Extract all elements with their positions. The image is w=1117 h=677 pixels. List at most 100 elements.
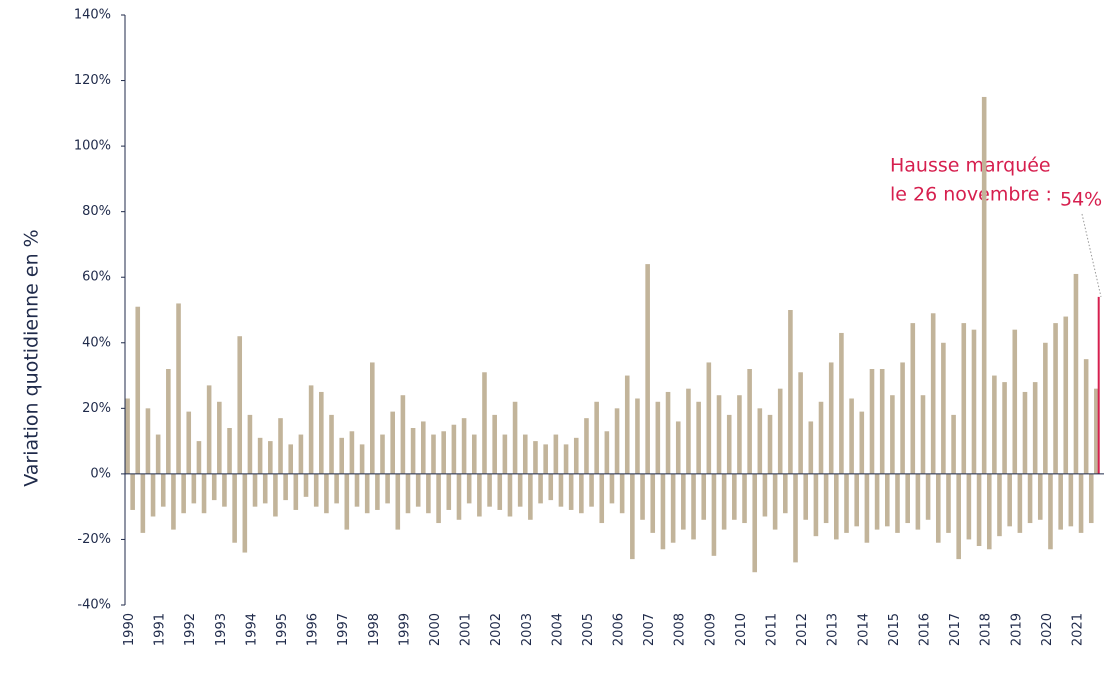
bar: [558, 473, 564, 507]
bar: [1027, 473, 1033, 524]
bar: [553, 434, 559, 474]
bar: [752, 473, 758, 573]
bar: [997, 473, 1002, 537]
bar: [737, 395, 742, 474]
bar: [400, 395, 406, 474]
bar: [900, 362, 905, 474]
bar: [716, 395, 722, 474]
bar: [217, 401, 222, 474]
x-tick-label: 1999: [397, 613, 412, 646]
bar: [1078, 473, 1084, 533]
bar: [257, 437, 263, 474]
bar: [854, 473, 859, 527]
x-tick-label: 2014: [856, 613, 871, 646]
bar: [655, 401, 661, 474]
bar: [278, 418, 283, 474]
y-tick-label: 140%: [74, 8, 111, 23]
bar: [1037, 473, 1043, 520]
bar: [1083, 359, 1089, 474]
bar: [349, 431, 355, 474]
bar: [191, 473, 197, 504]
bar: [502, 434, 508, 474]
bar: [390, 411, 395, 474]
bar: [1073, 273, 1079, 474]
bar: [701, 473, 707, 520]
bar: [884, 473, 890, 527]
bar: [869, 369, 875, 474]
bar: [650, 473, 656, 533]
bar: [563, 444, 569, 474]
bar: [788, 310, 793, 474]
bar: [359, 444, 365, 474]
bar: [262, 473, 268, 504]
bar: [1088, 473, 1094, 524]
bar: [946, 473, 951, 533]
bar: [890, 395, 895, 474]
y-tick-label: 80%: [82, 204, 111, 219]
bar: [548, 473, 554, 501]
bar: [313, 473, 319, 507]
bar: [579, 473, 584, 514]
bar: [772, 473, 778, 530]
bar: [834, 473, 839, 540]
bar: [385, 473, 390, 504]
bar: [925, 473, 931, 520]
x-tick-label: 1993: [214, 613, 229, 646]
bar: [339, 437, 345, 474]
bar: [879, 369, 885, 474]
x-tick-label: 2005: [581, 613, 596, 646]
x-tick-label: 2019: [1009, 613, 1024, 646]
bar: [380, 434, 385, 474]
bar: [859, 411, 865, 474]
bar: [303, 473, 309, 497]
bar: [370, 362, 375, 474]
bar: [431, 434, 436, 474]
x-tick-label: 2000: [428, 613, 443, 646]
bar: [150, 473, 156, 517]
bar: [410, 428, 416, 474]
bar: [375, 473, 380, 510]
bar: [125, 398, 130, 474]
bar: [319, 391, 324, 474]
bar: [783, 473, 788, 514]
x-tick-label: 2017: [948, 613, 963, 646]
bar: [247, 414, 253, 474]
bar: [155, 434, 161, 474]
bar: [344, 473, 350, 530]
x-tick-label: 2010: [734, 613, 749, 646]
bar: [640, 473, 645, 520]
bar: [160, 473, 166, 507]
bar: [1053, 323, 1058, 474]
bar: [176, 303, 181, 474]
bar: [604, 431, 610, 474]
annotation-line: le 26 novembre :: [890, 184, 1052, 206]
bar: [599, 473, 605, 524]
bar: [706, 362, 712, 474]
bar: [619, 473, 625, 514]
bar: [1007, 473, 1012, 527]
bar: [181, 473, 186, 514]
bar: [329, 414, 334, 474]
bar: [135, 306, 141, 474]
x-tick-label: 1992: [183, 613, 198, 646]
bar: [966, 473, 972, 540]
bar: [732, 473, 737, 520]
x-tick-label: 1998: [367, 613, 382, 646]
bar: [828, 362, 834, 474]
bar: [405, 473, 411, 514]
bar: [507, 473, 513, 517]
bar: [793, 473, 798, 563]
bar: [1032, 382, 1038, 474]
bar: [466, 473, 472, 504]
bar: [986, 473, 992, 550]
bar: [696, 401, 701, 474]
y-tick-label: 0%: [90, 466, 111, 481]
bar: [324, 473, 329, 514]
bar: [517, 473, 523, 507]
bar: [798, 372, 803, 474]
x-tick-label: 2015: [887, 613, 902, 646]
bar: [482, 372, 487, 474]
bar: [573, 437, 579, 474]
bar: [477, 473, 482, 517]
